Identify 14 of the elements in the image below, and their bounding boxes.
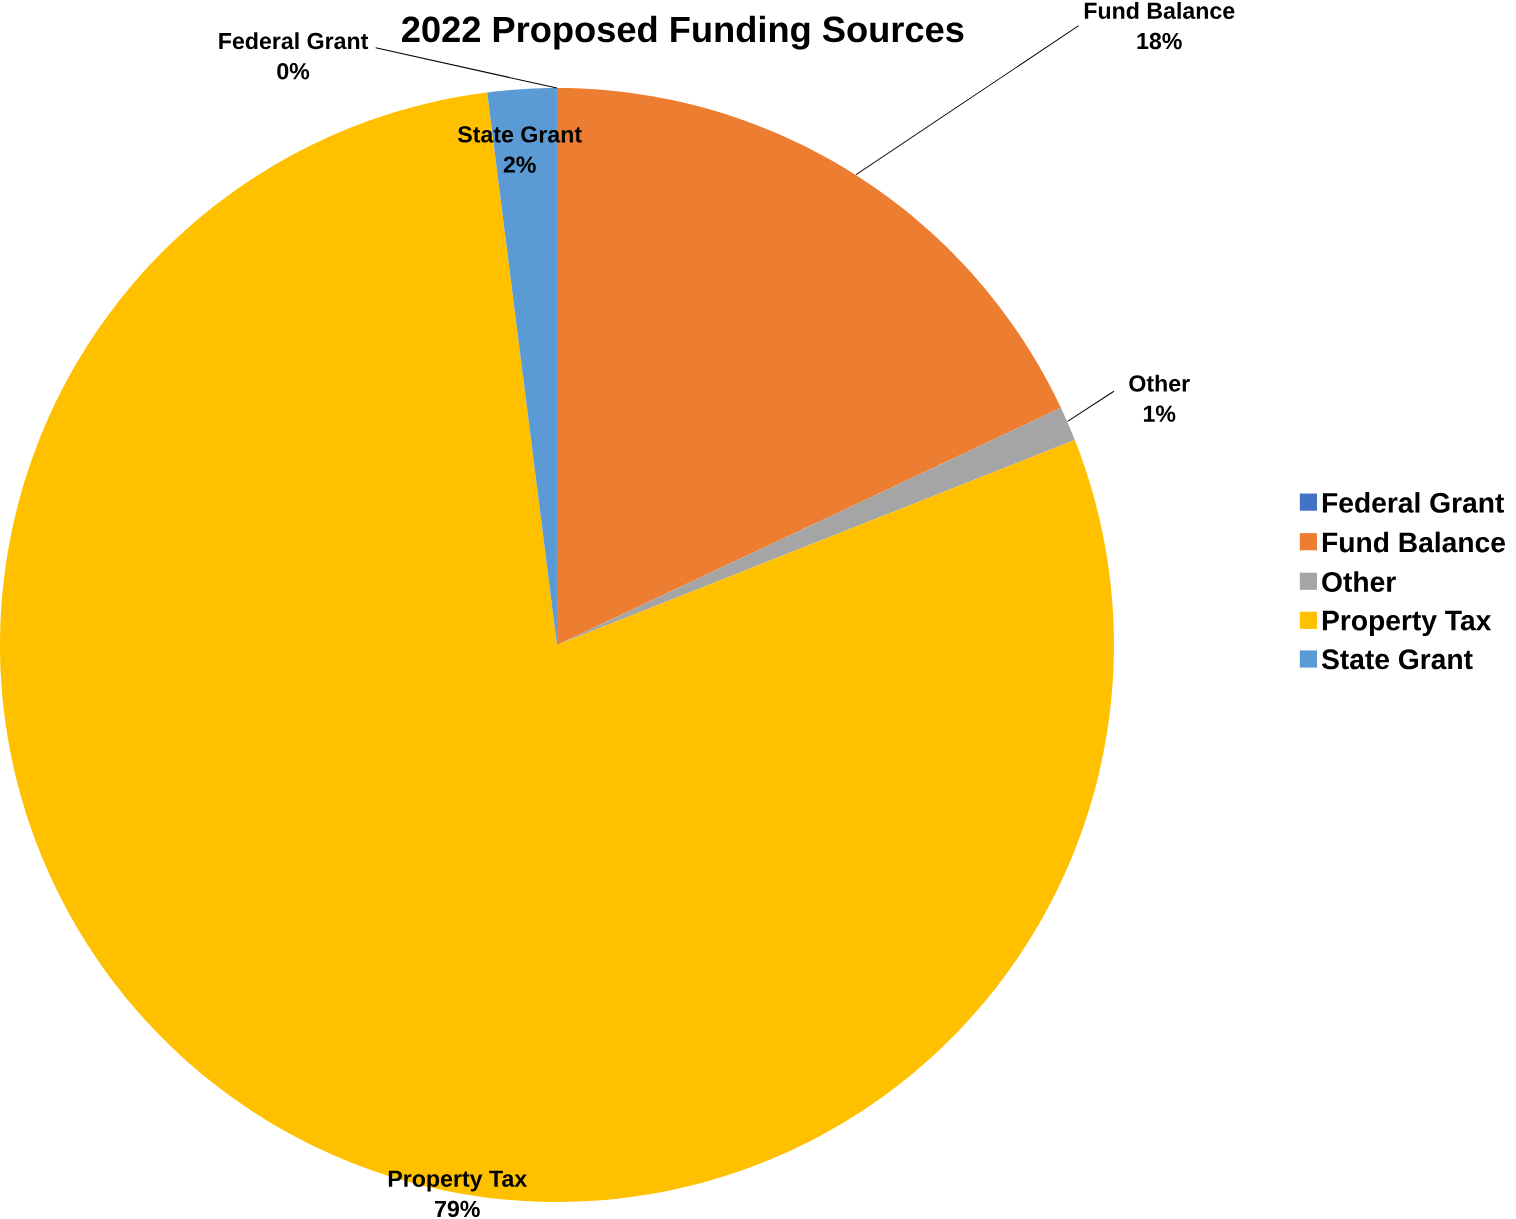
slice-label: Other [1129, 374, 1190, 392]
data-label: 79% [435, 1200, 480, 1218]
data-label: 2% [503, 156, 536, 173]
data-label: 18% [1137, 32, 1182, 50]
legend-label: Property Tax [1322, 610, 1492, 637]
legend-label: Fund Balance [1322, 531, 1505, 553]
data-label: 1% [1143, 405, 1176, 422]
legend-label: State Grant [1321, 649, 1473, 670]
slice-label: Fund Balance [1084, 1, 1235, 19]
text: 0% [277, 62, 310, 80]
category-label: Federal Grant [219, 32, 369, 50]
chart-title: 2022 Proposed Funding Sources [402, 15, 964, 50]
legend-label: Other [1322, 571, 1396, 592]
legend-label: Federal Grant [1322, 492, 1505, 513]
